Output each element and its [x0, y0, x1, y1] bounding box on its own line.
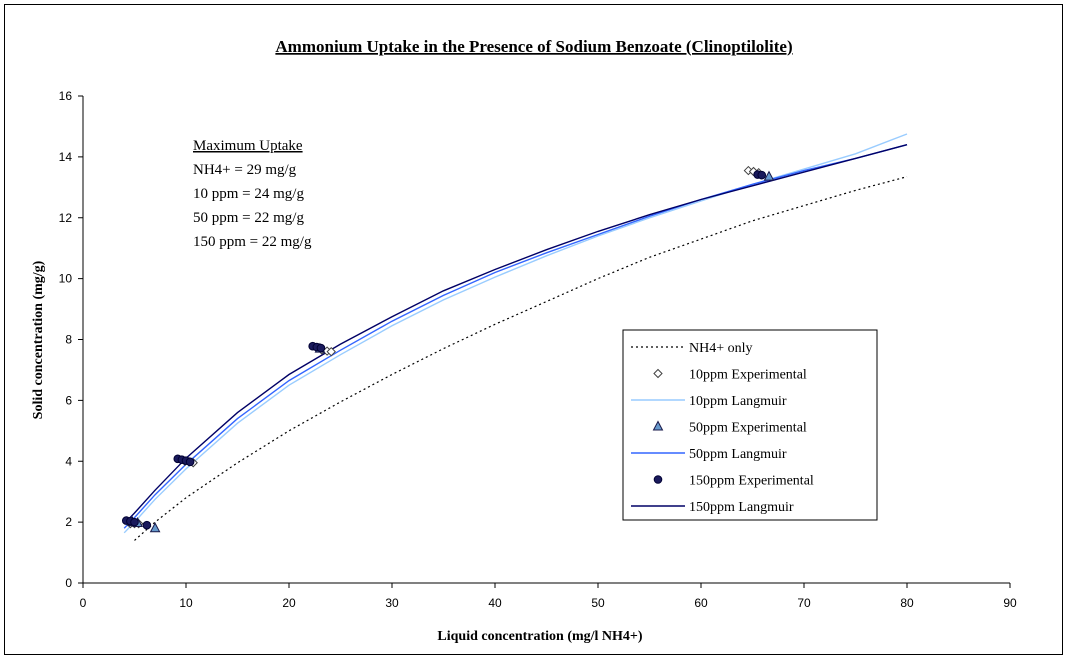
- x-tick-label: 40: [488, 596, 502, 610]
- legend-label: 10ppm Experimental: [689, 368, 807, 383]
- legend-swatch-marker: [653, 368, 663, 379]
- data-point-s5: [316, 343, 326, 353]
- note-line-1: NH4+ = 29 mg/g: [193, 162, 297, 178]
- data-point-s1: [326, 346, 336, 357]
- x-tick-label: 50: [591, 596, 605, 610]
- chart-frame: [4, 4, 1063, 655]
- note-line-2: 10 ppm = 24 mg/g: [193, 186, 304, 202]
- data-point-s5: [185, 457, 195, 467]
- x-tick-label: 90: [1003, 596, 1017, 610]
- series-line-0: [134, 176, 908, 541]
- plot-area: 0 10 20 30 40 50 60 70 80 90 0 2 4 6 8 10 12 14 16: [59, 89, 1017, 610]
- legend-label: 50ppm Experimental: [689, 421, 807, 436]
- y-tick-label: 16: [59, 89, 73, 103]
- y-tick-label: 12: [59, 211, 73, 225]
- y-tick-label: 14: [59, 150, 73, 164]
- y-tick-label: 8: [65, 333, 72, 347]
- data-point-s5: [130, 517, 139, 527]
- x-tick-label: 60: [694, 596, 708, 610]
- legend-label: 10ppm Langmuir: [689, 394, 787, 409]
- note-line-3: 50 ppm = 22 mg/g: [193, 210, 304, 226]
- legend-box: [622, 329, 878, 521]
- note-heading: Maximum Uptake: [193, 138, 303, 154]
- x-tick-label: 0: [80, 596, 87, 610]
- y-tick-label: 4: [65, 454, 72, 468]
- legend-label: 150ppm Experimental: [689, 474, 814, 489]
- legend-swatch-marker: [653, 475, 663, 484]
- x-tick-label: 30: [385, 596, 399, 610]
- series-line-4: [123, 144, 908, 529]
- x-axis-label: Liquid concentration (mg/l NH4+): [437, 629, 642, 644]
- data-point-s3: [763, 170, 775, 181]
- legend-label: 150ppm Langmuir: [689, 500, 794, 515]
- x-tick-label: 80: [900, 596, 914, 610]
- legend: NH4+ only 10ppm Experimental 10ppm Langmui…: [622, 329, 878, 521]
- y-tick-label: 6: [65, 393, 72, 407]
- legend-swatch-marker: [652, 420, 664, 431]
- y-axis-label: Solid concentration (mg/g): [31, 260, 46, 419]
- x-tick-label: 70: [797, 596, 811, 610]
- legend-label: NH4+ only: [689, 341, 753, 356]
- y-tick-label: 2: [65, 515, 72, 529]
- chart-title: Ammonium Uptake in the Presence of Sodiu…: [275, 37, 792, 56]
- legend-label: 50ppm Langmuir: [689, 447, 787, 462]
- note-line-4: 150 ppm = 22 mg/g: [193, 234, 312, 250]
- data-point-s5: [757, 170, 767, 180]
- y-tick-label: 10: [59, 272, 73, 286]
- data-point-s3: [149, 522, 161, 533]
- max-uptake-note: Maximum Uptake NH4+ = 29 mg/g 10 ppm = 2…: [193, 138, 312, 250]
- x-tick-label: 20: [282, 596, 296, 610]
- y-tick-label: 0: [65, 576, 72, 590]
- x-tick-label: 10: [179, 596, 193, 610]
- data-point-s5: [142, 520, 152, 530]
